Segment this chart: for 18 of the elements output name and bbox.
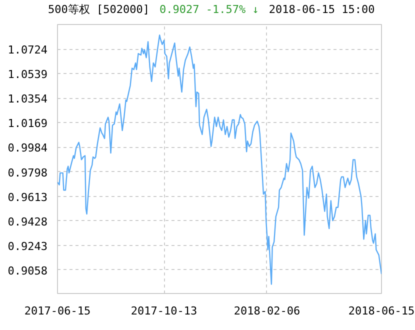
- x-tick-label: 2017-06-15: [24, 304, 91, 318]
- y-tick-label: 0.9613: [8, 190, 48, 204]
- y-tick-label: 0.9058: [8, 264, 48, 278]
- y-tick-label: 0.9798: [8, 166, 48, 180]
- y-tick-label: 1.0169: [8, 117, 48, 130]
- line-series: [58, 34, 382, 285]
- y-tick-label: 0.9984: [8, 142, 48, 155]
- x-tick-label: 2018-02-06: [234, 304, 300, 318]
- y-tick-label: 1.0539: [8, 68, 48, 82]
- chart-title: 500等权 [502000]: [48, 3, 150, 16]
- x-tick-label: 2018-06-15: [348, 304, 415, 318]
- text: 0.9027 -1.57% ↓: [159, 3, 259, 16]
- y-tick-label: 0.9428: [8, 215, 48, 228]
- y-tick-label: 1.0354: [8, 92, 48, 106]
- x-tick-label: 2017-10-13: [130, 304, 198, 318]
- y-tick-label: 1.0724: [8, 44, 48, 57]
- y-tick-label: 0.9243: [8, 240, 48, 253]
- text: 2018-06-15 15:00: [268, 3, 375, 16]
